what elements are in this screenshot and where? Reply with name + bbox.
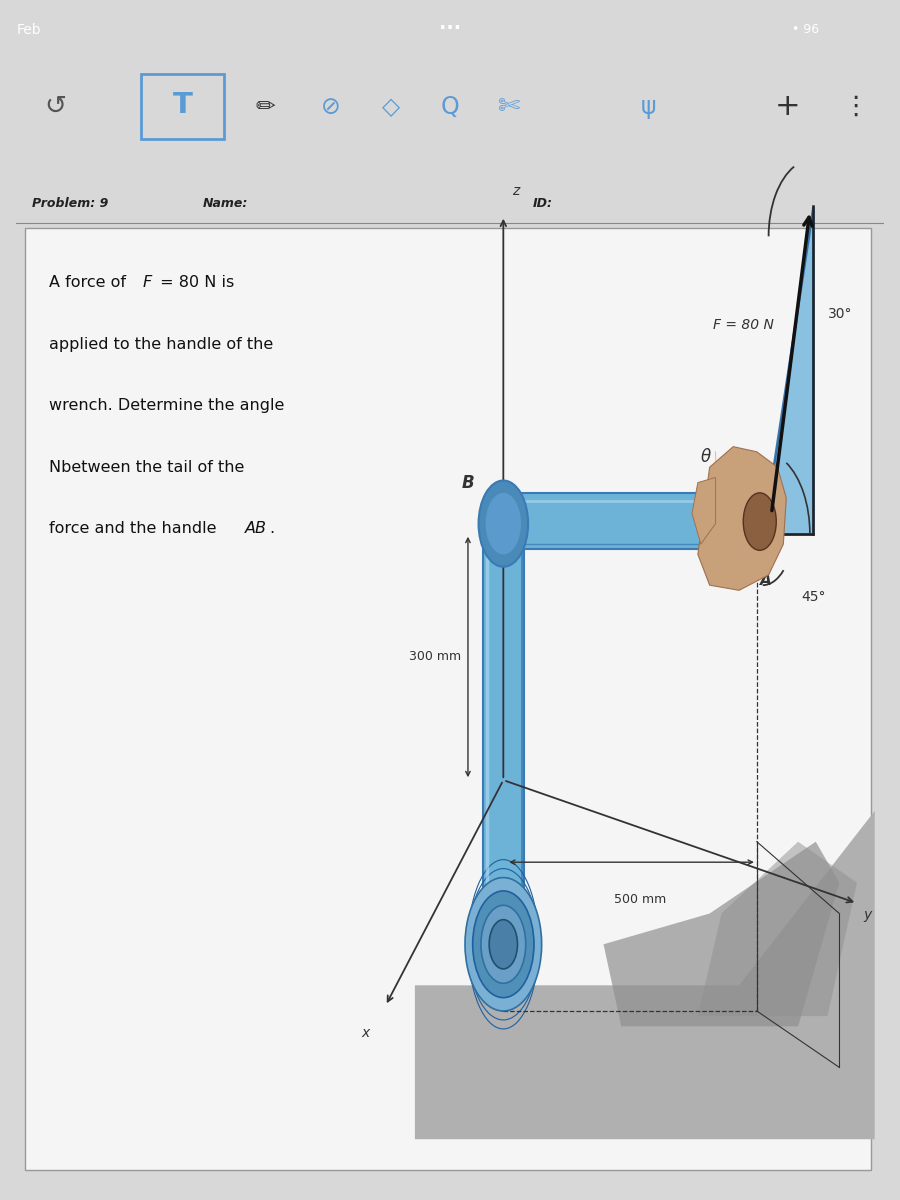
Text: 45°: 45° [801, 589, 825, 604]
Circle shape [481, 905, 526, 983]
Polygon shape [415, 811, 875, 1139]
Text: T: T [173, 91, 193, 119]
Text: θ: θ [701, 448, 711, 466]
Text: A force of: A force of [50, 275, 131, 290]
Text: AB: AB [245, 522, 267, 536]
Text: ID:: ID: [533, 197, 553, 210]
Polygon shape [482, 523, 524, 944]
Text: force and the handle: force and the handle [50, 522, 221, 536]
Text: • 96: • 96 [792, 24, 819, 36]
Text: ⊘: ⊘ [321, 95, 341, 119]
Text: wrench. Determine the angle: wrench. Determine the angle [50, 398, 284, 413]
Text: x: x [362, 1026, 370, 1039]
Text: .: . [269, 522, 274, 536]
Circle shape [479, 480, 528, 566]
Text: 30°: 30° [828, 307, 852, 322]
FancyBboxPatch shape [25, 228, 871, 1170]
Polygon shape [503, 493, 757, 550]
Text: 500 mm: 500 mm [614, 893, 666, 906]
Text: ψ: ψ [640, 95, 656, 119]
Text: ✄: ✄ [498, 94, 519, 120]
Text: +: + [775, 92, 800, 121]
Polygon shape [698, 446, 787, 590]
Text: B: B [462, 474, 474, 492]
Text: F: F [143, 275, 152, 290]
Text: Problem: 9: Problem: 9 [32, 197, 108, 210]
Text: ...: ... [439, 13, 461, 32]
Circle shape [486, 493, 521, 554]
Text: = 80 N is: = 80 N is [155, 275, 234, 290]
Circle shape [472, 890, 534, 997]
Text: ↺: ↺ [45, 94, 67, 120]
Text: y: y [863, 907, 871, 922]
Text: A: A [760, 574, 771, 588]
Text: z: z [512, 185, 519, 198]
Text: Nbetween the tail of the: Nbetween the tail of the [50, 460, 245, 475]
Text: Q: Q [441, 95, 459, 119]
Polygon shape [762, 205, 813, 534]
Text: F = 80 N: F = 80 N [713, 318, 773, 331]
Circle shape [490, 919, 518, 968]
Polygon shape [692, 478, 716, 544]
Circle shape [743, 493, 777, 551]
Circle shape [465, 877, 542, 1010]
Text: 300 mm: 300 mm [409, 650, 461, 664]
Text: ⋮: ⋮ [842, 94, 868, 120]
Text: ◇: ◇ [382, 95, 400, 119]
Polygon shape [698, 841, 857, 1016]
Text: Name:: Name: [202, 197, 248, 210]
Text: ✏: ✏ [256, 95, 275, 119]
Text: Feb: Feb [16, 23, 40, 37]
Polygon shape [604, 841, 840, 1026]
Text: applied to the handle of the: applied to the handle of the [50, 337, 274, 352]
